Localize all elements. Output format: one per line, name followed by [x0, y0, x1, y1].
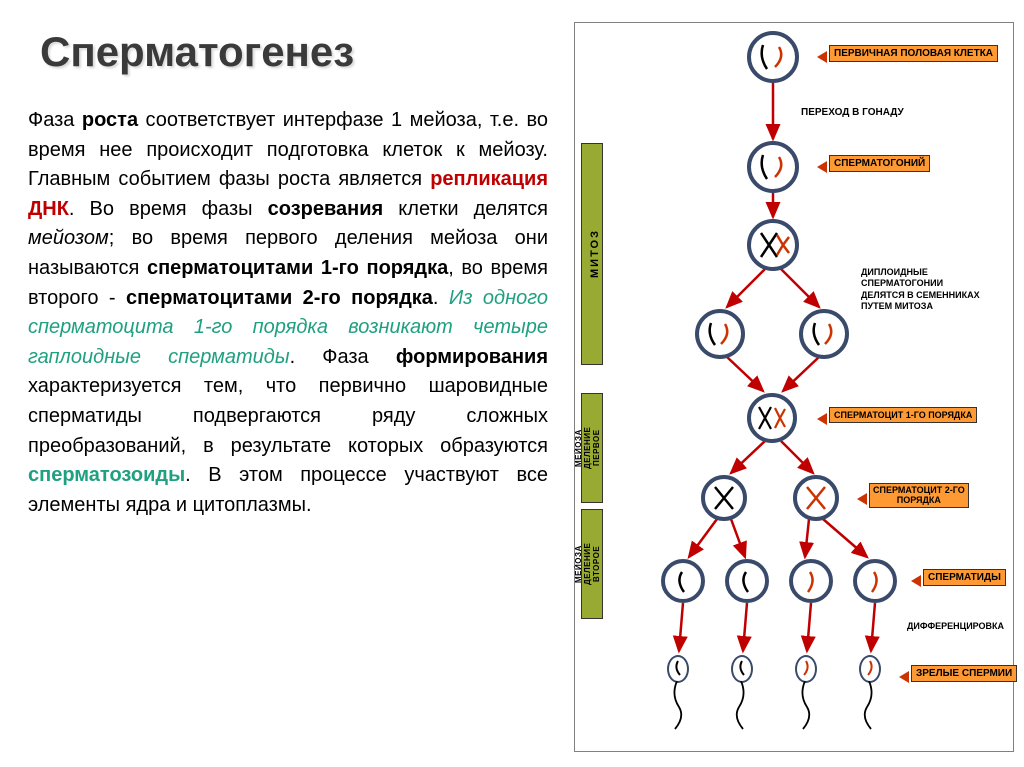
cell-mitosis-parent — [747, 219, 799, 271]
label-spermatids: СПЕРМАТИДЫ — [923, 569, 1006, 586]
spc1-bold: сперматоцитами 1-го порядка — [147, 257, 448, 279]
label-primordial: ПЕРВИЧНАЯ ПОЛОВАЯ КЛЕТКА — [829, 45, 998, 62]
label-mature: ЗРЕЛЫЕ СПЕРМИИ — [911, 665, 1017, 682]
arrow-icon — [911, 575, 921, 587]
page-title: Сперматогенез — [40, 28, 354, 76]
cell-sptid-2 — [725, 559, 769, 603]
meiosis-em: мейозом — [28, 227, 109, 249]
t8: . Фаза — [290, 346, 396, 368]
label-spermatocyte2: СПЕРМАТОЦИТ 2-ГО ПОРЯДКА — [869, 483, 969, 508]
sperm-1 — [667, 655, 689, 683]
t4: клетки делятся — [383, 198, 548, 220]
arrow-icon — [857, 493, 867, 505]
t1: Фаза — [28, 109, 82, 131]
body-paragraph: Фаза роста соответствует интерфазе 1 мей… — [28, 106, 548, 520]
arrow-icon — [817, 161, 827, 173]
maturation-bold: созревания — [268, 198, 384, 220]
cell-mitosis-left — [695, 309, 745, 359]
cell-sptid-1 — [661, 559, 705, 603]
spermatozoa: сперматозоиды — [28, 464, 185, 486]
t3: . Во время фазы — [69, 198, 268, 220]
cell-sptid-4 — [853, 559, 897, 603]
t9: характеризуется тем, что первично шарови… — [28, 375, 548, 456]
spermatogenesis-diagram: МИТОЗ ПЕРВОЕ ДЕЛЕНИЕ МЕЙОЗА ВТОРОЕ ДЕЛЕН… — [574, 22, 1014, 752]
label-diploid-note: ДИПЛОИДНЫЕ СПЕРМАТОГОНИИ ДЕЛЯТСЯ В СЕМЕН… — [861, 267, 1011, 312]
sperm-4 — [859, 655, 881, 683]
sperm-3 — [795, 655, 817, 683]
label-transition: ПЕРЕХОД В ГОНАДУ — [801, 107, 904, 118]
label-spermatocyte1: СПЕРМАТОЦИТ 1-ГО ПОРЯДКА — [829, 407, 977, 423]
spc2-bold: сперматоцитами 2-го порядка — [126, 287, 433, 309]
formation-bold: формирования — [396, 346, 548, 368]
cell-sptid-3 — [789, 559, 833, 603]
cell-primordial — [747, 31, 799, 83]
cell-spermatogonium — [747, 141, 799, 193]
label-spermatogonium: СПЕРМАТОГОНИЙ — [829, 155, 930, 172]
cell-mitosis-right — [799, 309, 849, 359]
cell-spcyte2-l — [701, 475, 747, 521]
t7: . — [433, 287, 449, 309]
sperm-2 — [731, 655, 753, 683]
arrow-icon — [817, 413, 827, 425]
growth-bold: роста — [82, 109, 138, 131]
flow-arrows — [575, 23, 1015, 753]
label-differentiation: ДИФФЕРЕНЦИРОВКА — [907, 621, 1004, 631]
cell-spcyte2-r — [793, 475, 839, 521]
arrow-icon — [899, 671, 909, 683]
arrow-icon — [817, 51, 827, 63]
cell-spermatocyte1 — [747, 393, 797, 443]
